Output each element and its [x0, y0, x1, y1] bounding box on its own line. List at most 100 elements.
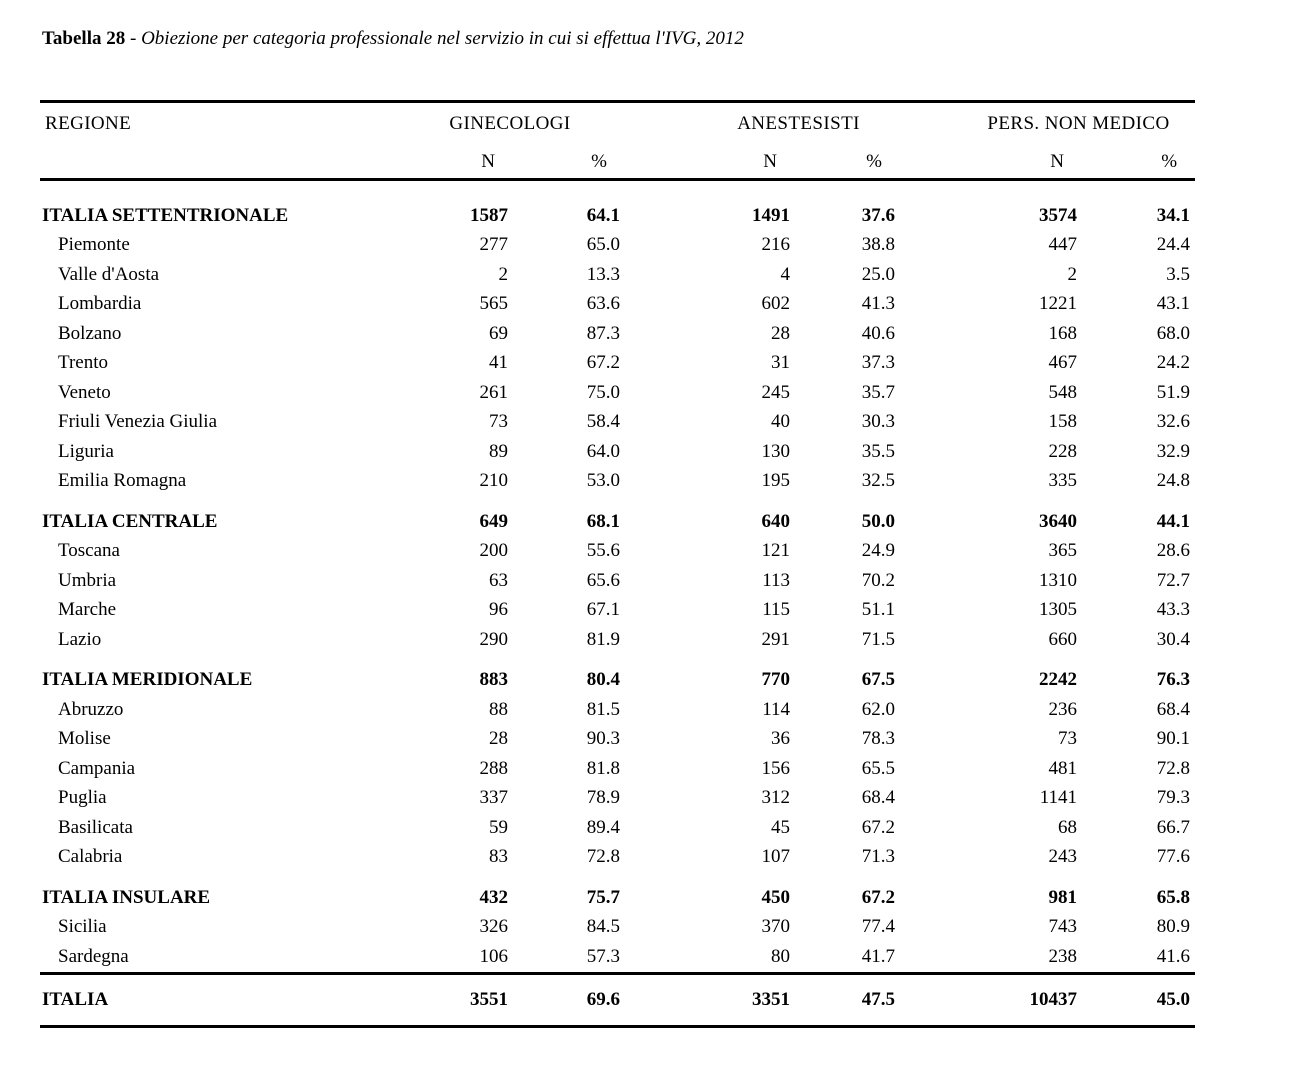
region-name: Molise: [58, 728, 111, 750]
ginecologi-n: 290: [479, 628, 509, 650]
anestesisti-pct: 25.0: [861, 263, 895, 285]
pers-non-medico-n: 335: [1048, 470, 1078, 492]
pers-non-medico-pct: 80.9: [1156, 916, 1191, 938]
pers-non-medico-n: 2: [1067, 263, 1078, 285]
region-name: Toscana: [58, 540, 120, 562]
table-row: Friuli Venezia Giulia 73 58.4 40 30.3 158 32.6: [40, 408, 1195, 438]
table-row: Toscana 200 55.6 121 24.9 365 28.6: [40, 537, 1195, 567]
anestesisti-n: 115: [762, 599, 790, 621]
anestesisti-n: 1491: [752, 204, 790, 226]
ginecologi-pct: 63.6: [586, 293, 620, 315]
region-name: Lombardia: [58, 293, 142, 315]
ginecologi-pct: 78.9: [586, 787, 620, 809]
anestesisti-n: 640: [761, 510, 791, 532]
pers-non-medico-pct: 24.8: [1156, 470, 1191, 492]
pers-non-medico-n: 548: [1048, 381, 1078, 403]
table-header-row-sub: N % N % N %: [40, 145, 1196, 181]
table-title-caption: Obiezione per categoria professionale ne…: [141, 28, 744, 49]
anestesisti-n: 291: [761, 628, 791, 650]
region-name: Emilia Romagna: [58, 470, 187, 492]
anestesisti-pct: 37.3: [861, 352, 895, 374]
ginecologi-n: 337: [479, 787, 509, 809]
anestesisti-pct: 70.2: [861, 569, 895, 591]
pers-non-medico-pct: 32.9: [1156, 440, 1191, 462]
pers-non-medico-pct: 65.8: [1156, 886, 1191, 908]
ginecologi-n: 288: [479, 757, 509, 779]
ginecologi-n: 210: [479, 470, 509, 492]
anestesisti-pct: 77.4: [861, 916, 895, 938]
pers-non-medico-pct: 68.0: [1156, 322, 1191, 344]
ginecologi-pct: 58.4: [586, 411, 620, 433]
pers-non-medico-n: 1305: [1039, 599, 1077, 621]
anestesisti-n: 370: [761, 916, 791, 938]
table-row: Calabria 83 72.8 107 71.3 243 77.6: [40, 843, 1195, 873]
anestesisti-pct: 47.5: [795, 971, 900, 1026]
table-title-separator: -: [125, 28, 142, 49]
anestesisti-n: 107: [761, 846, 791, 868]
anestesisti-pct: 38.8: [861, 234, 895, 256]
table-row: Veneto 261 75.0 245 35.7 548 51.9: [40, 378, 1195, 408]
anestesisti-pct: 71.5: [861, 628, 895, 650]
ginecologi-n: 73: [489, 411, 508, 433]
pers-non-medico-n: 1141: [1039, 787, 1077, 809]
section-header-row: ITALIA CENTRALE 649 68.1 640 50.0 3640 44.1: [40, 496, 1195, 537]
table-title-label: Tabella 28: [42, 28, 126, 49]
pers-non-medico-n: 743: [1048, 916, 1078, 938]
pers-non-medico-n: 168: [1048, 322, 1078, 344]
ginecologi-pct: 64.1: [586, 204, 620, 226]
ginecologi-pct: 64.0: [586, 440, 620, 462]
region-name: Friuli Venezia Giulia: [58, 411, 218, 433]
ginecologi-n: 59: [489, 816, 508, 838]
pers-non-medico-pct: 72.8: [1156, 757, 1191, 779]
pers-non-medico-n: 238: [1048, 945, 1078, 967]
ginecologi-n: 1587: [470, 204, 508, 226]
anestesisti-pct: 50.0: [861, 510, 895, 532]
region-name: Abruzzo: [58, 698, 124, 720]
region-name: Bolzano: [58, 322, 122, 344]
ginecologi-n: 88: [489, 698, 508, 720]
pers-non-medico-pct: 24.2: [1156, 352, 1191, 374]
ginecologi-pct: 75.7: [586, 886, 620, 908]
sub-header-n-anestesisti: N: [625, 145, 795, 181]
sub-header-pct-ginecologi: %: [513, 145, 625, 181]
pers-non-medico-n: 3574: [1039, 204, 1077, 226]
ginecologi-n: 883: [479, 669, 509, 691]
pers-non-medico-n: 660: [1048, 628, 1078, 650]
sub-header-empty: [40, 145, 395, 181]
ginecologi-pct: 53.0: [586, 470, 620, 492]
anestesisti-pct: 41.3: [861, 293, 895, 315]
anestesisti-pct: 67.2: [861, 886, 895, 908]
anestesisti-pct: 37.6: [861, 204, 895, 226]
ginecologi-n: 28: [489, 728, 508, 750]
ginecologi-n: 649: [479, 510, 509, 532]
anestesisti-n: 31: [771, 352, 790, 374]
region-name: Umbria: [58, 569, 117, 591]
ginecologi-n: 432: [479, 886, 509, 908]
region-name: ITALIA INSULARE: [42, 886, 211, 908]
ginecologi-pct: 81.8: [586, 757, 620, 779]
anestesisti-n: 3351: [625, 971, 795, 1026]
region-name: Veneto: [58, 381, 111, 403]
table-row: Marche 96 67.1 115 51.1 1305 43.3: [40, 596, 1195, 626]
sub-header-n-ginecologi: N: [395, 145, 513, 181]
pers-non-medico-pct: 51.9: [1156, 381, 1191, 403]
table-title: Tabella 28 - Obiezione per categoria pro…: [42, 28, 744, 50]
table-row: Bolzano 69 87.3 28 40.6 168 68.0: [40, 319, 1195, 349]
region-name: Calabria: [58, 846, 123, 868]
region-name: Lazio: [58, 628, 102, 650]
ginecologi-pct: 67.2: [586, 352, 620, 374]
pers-non-medico-n: 236: [1048, 698, 1078, 720]
ginecologi-n: 41: [489, 352, 508, 374]
anestesisti-pct: 67.5: [861, 669, 895, 691]
table-row: Campania 288 81.8 156 65.5 481 72.8: [40, 754, 1195, 784]
ginecologi-n: 326: [479, 916, 509, 938]
region-name: Campania: [58, 757, 136, 779]
region-name: Liguria: [58, 440, 114, 462]
pers-non-medico-pct: 79.3: [1156, 787, 1191, 809]
ginecologi-pct: 80.4: [586, 669, 620, 691]
pers-non-medico-n: 981: [1048, 886, 1078, 908]
anestesisti-pct: 40.6: [861, 322, 895, 344]
table-body: ITALIA SETTENTRIONALE 1587 64.1 1491 37.6 357…: [40, 180, 1196, 1026]
pers-non-medico-pct: 66.7: [1156, 816, 1191, 838]
anestesisti-pct: 30.3: [861, 411, 895, 433]
